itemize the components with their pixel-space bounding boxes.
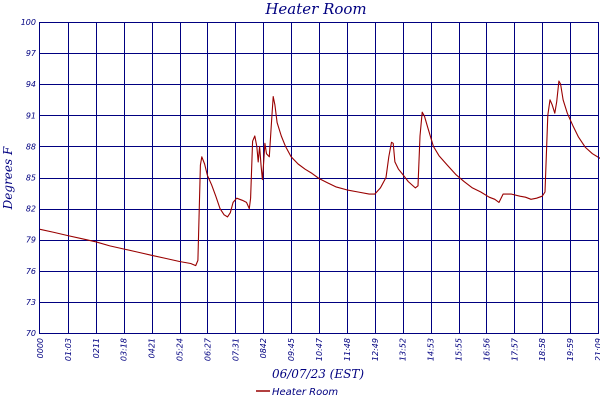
x-tick-label: 16:56 [482, 338, 491, 361]
y-tick-label: 79 [26, 236, 36, 245]
y-tick-label: 94 [26, 80, 36, 89]
legend: Heater Room [256, 387, 338, 398]
y-tick-label: 70 [26, 329, 36, 338]
x-tick-label: 06:27 [203, 337, 212, 361]
x-tick-label: 19:59 [566, 338, 575, 361]
legend-label: Heater Room [272, 387, 338, 398]
x-tick-label: 05:24 [176, 338, 185, 361]
y-tick-label: 88 [26, 142, 36, 151]
x-tick-label: 12:49 [371, 338, 380, 361]
x-tick-label: 0211 [92, 338, 101, 358]
x-tick-label: 09:45 [287, 338, 296, 361]
x-tick-label: 03:18 [120, 338, 129, 361]
x-tick-label: 0842 [259, 338, 268, 358]
x-tick-label: 21:09 [594, 338, 600, 361]
y-tick-label: 73 [26, 298, 36, 307]
series-layer [39, 80, 600, 267]
x-tick-label: 17:57 [510, 337, 519, 361]
y-tick-label: 85 [26, 174, 36, 183]
x-tick-label: 11:48 [343, 338, 352, 361]
y-tick-labels: 70 73 76 79 82 85 88 91 94 97 100 [21, 18, 37, 338]
chart-title: Heater Room [264, 0, 366, 18]
series-line-heater-room [39, 80, 600, 267]
grid [40, 22, 598, 333]
x-tick-label: 14:53 [427, 338, 436, 361]
x-tick-label: 10:47 [315, 337, 324, 361]
x-tick-label: 0421 [148, 338, 157, 358]
y-tick-label: 76 [26, 267, 36, 276]
x-axis-label: 06/07/23 (EST) [272, 367, 364, 381]
x-tick-label: 0000 [36, 338, 45, 358]
y-tick-label: 97 [26, 49, 37, 58]
y-tick-label: 100 [21, 18, 36, 27]
plot-frame [39, 22, 599, 334]
x-tick-label: 18:58 [538, 338, 547, 361]
y-tick-label: 82 [26, 205, 36, 214]
y-axis-label: Degrees F [1, 146, 15, 210]
x-tick-label: 01:03 [64, 338, 73, 361]
x-tick-label: 15:55 [455, 338, 464, 361]
x-tick-label: 07:31 [231, 338, 240, 361]
x-tick-label: 13:52 [399, 338, 408, 361]
x-tick-labels: 0000 01:03 0211 03:18 0421 05:24 06:27 07:31 084… [36, 337, 600, 361]
y-tick-label: 91 [26, 111, 36, 120]
